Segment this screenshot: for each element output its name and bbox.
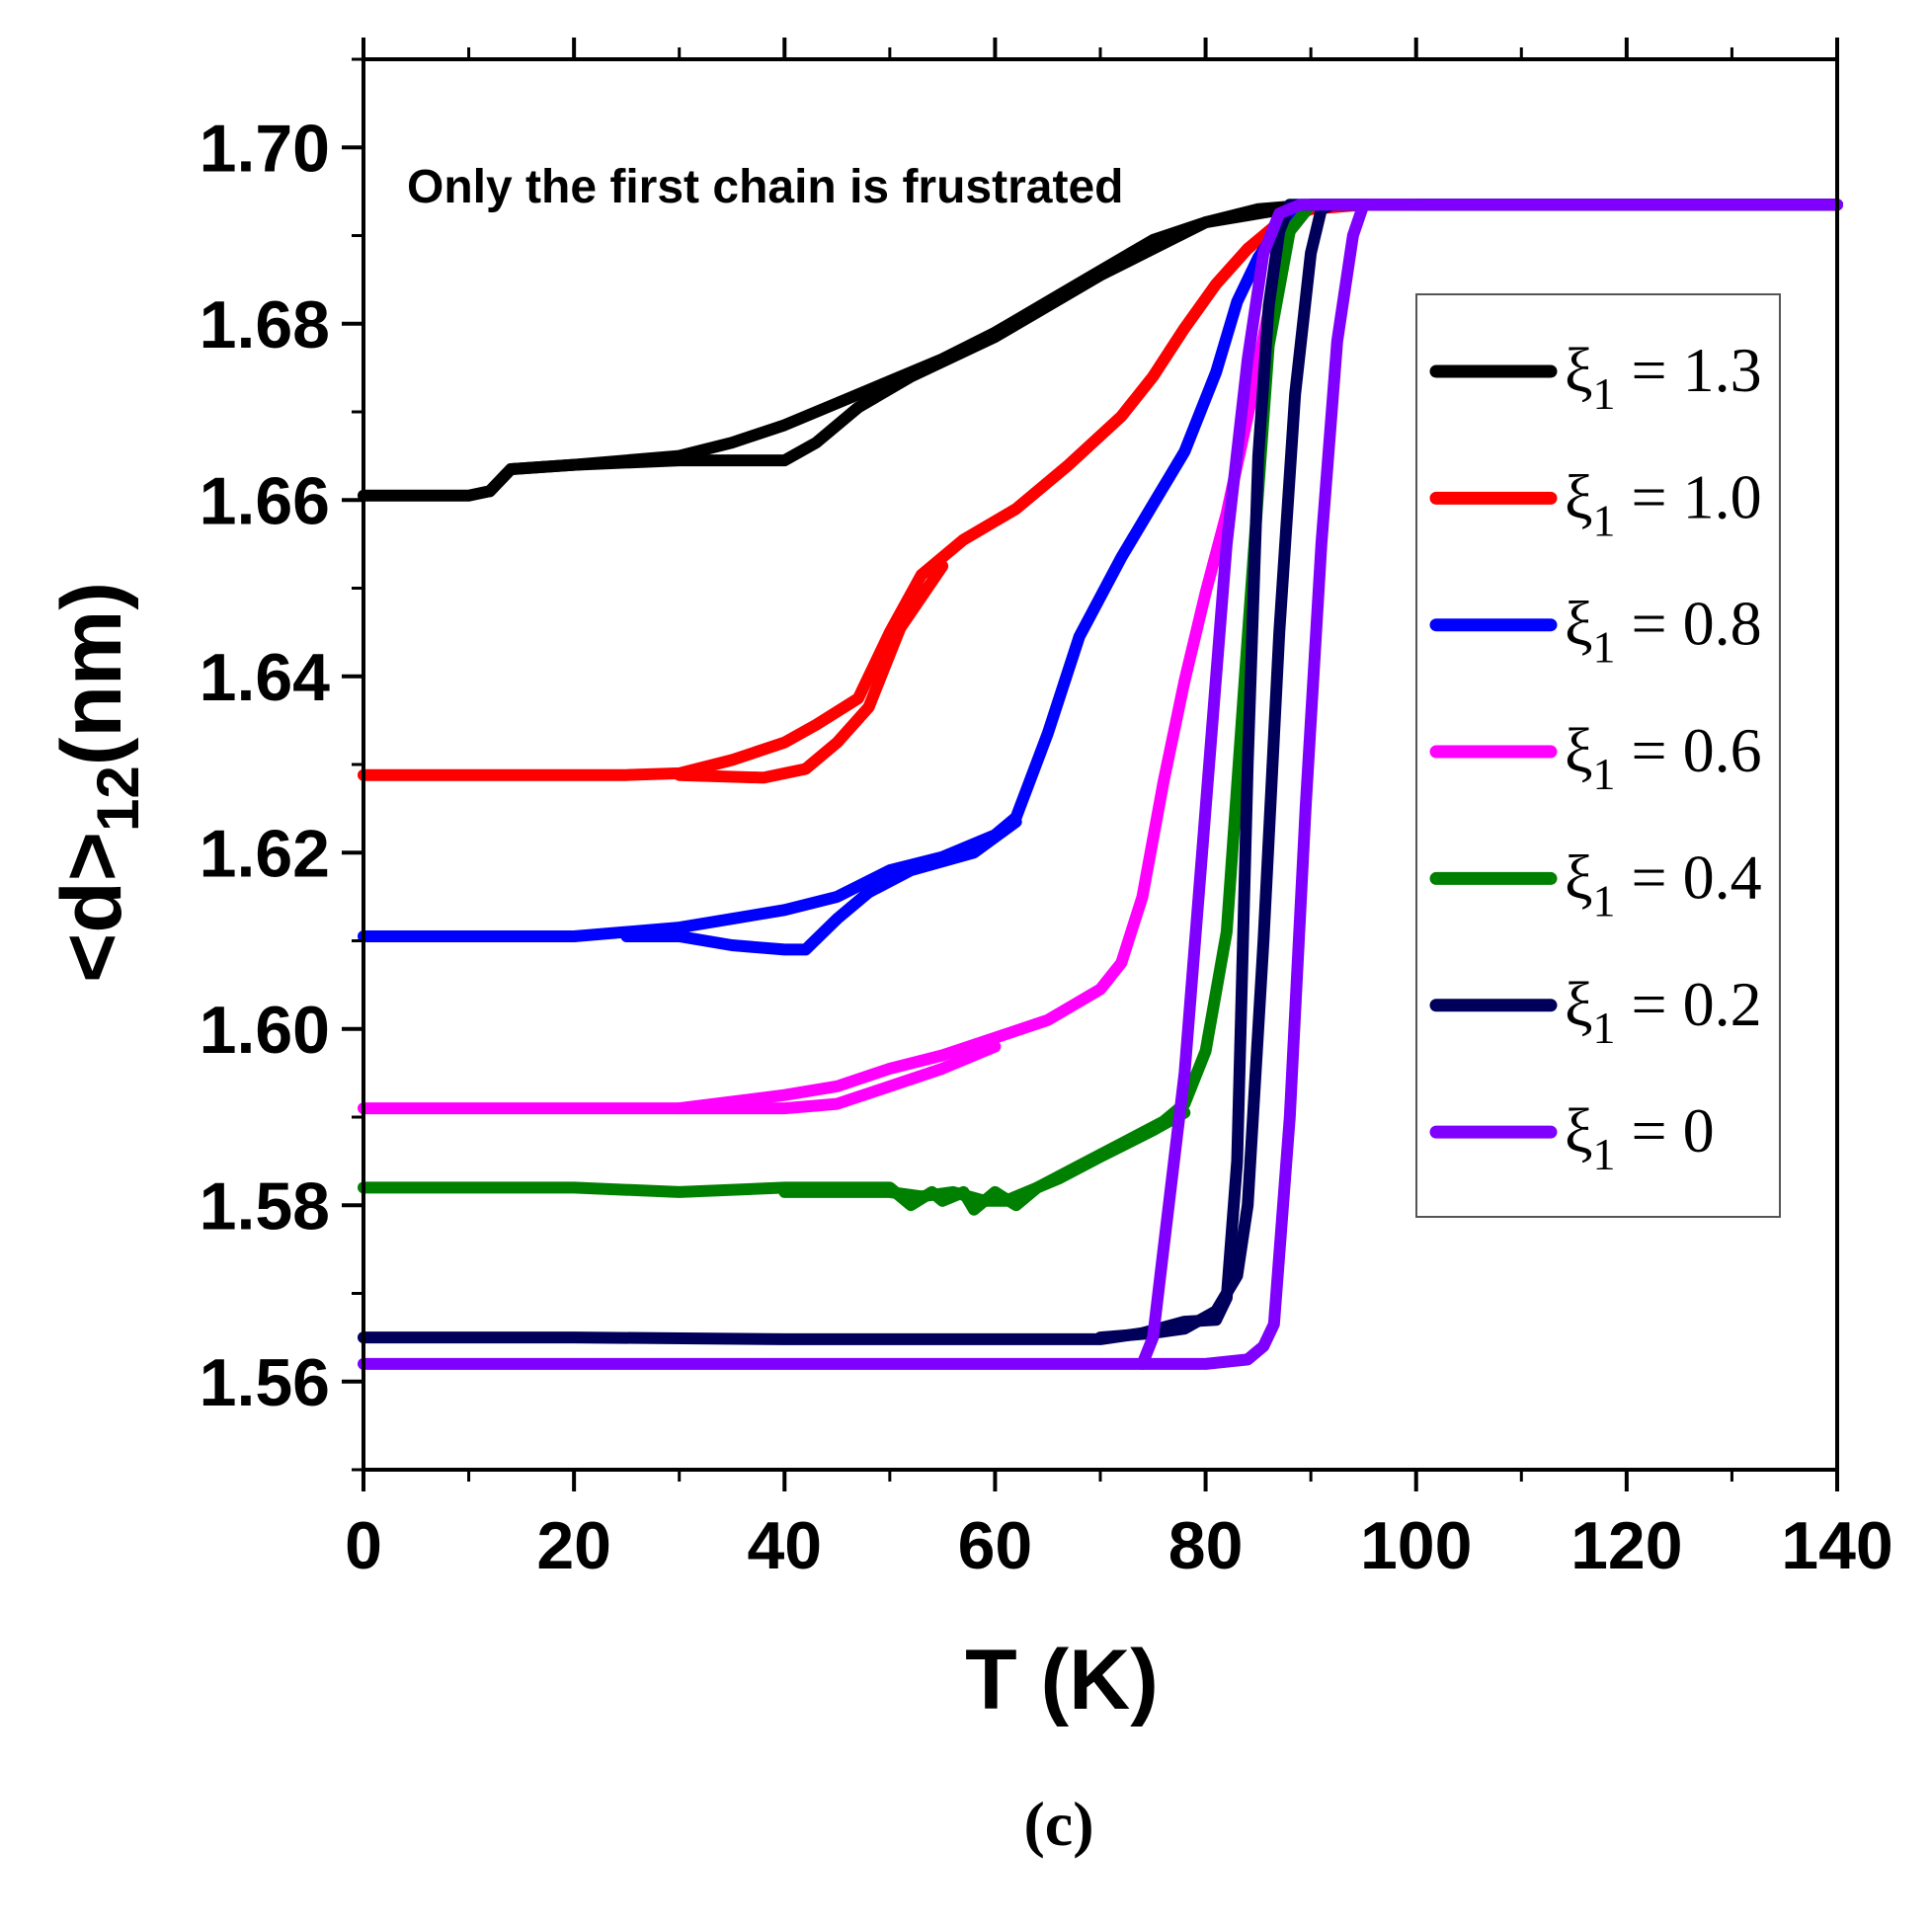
- legend-label-symbol: ξ: [1565, 335, 1593, 405]
- legend-label-value: = 0: [1616, 1095, 1715, 1165]
- series-5: [358, 199, 1843, 1345]
- x-axis-title: T (K): [965, 1633, 1159, 1728]
- legend-label: ξ1 = 1.0: [1565, 461, 1762, 545]
- series-line-3-branch-1: [673, 1040, 1002, 1115]
- y-tick-label: 1.70: [200, 111, 330, 186]
- legend-label: ξ1 = 0: [1565, 1095, 1715, 1179]
- legend-label-value: = 0.2: [1616, 969, 1762, 1039]
- legend: ξ1 = 1.3ξ1 = 1.0ξ1 = 0.8ξ1 = 0.6ξ1 = 0.4…: [1415, 293, 1781, 1218]
- y-tick-label: 1.66: [200, 463, 330, 538]
- chart-annotation: Only the first chain is frustrated: [407, 161, 1123, 213]
- y-tick-label: 1.68: [200, 287, 330, 362]
- series-line-6-branch-1: [1136, 199, 1422, 1370]
- y-axis-title-subscript: 12: [85, 765, 151, 832]
- legend-label-subscript: 1: [1593, 1129, 1616, 1179]
- x-tick-label: 40: [747, 1508, 822, 1583]
- y-tick-label: 1.58: [200, 1168, 330, 1244]
- legend-label: ξ1 = 0.6: [1565, 715, 1762, 799]
- y-tick-label: 1.60: [200, 993, 330, 1068]
- series-line-2-branch-0: [358, 199, 1843, 942]
- legend-label-symbol: ξ: [1565, 589, 1593, 659]
- y-axis-title: <d>12(nm): [44, 582, 151, 983]
- legend-label: ξ1 = 0.4: [1565, 842, 1762, 925]
- legend-label-symbol: ξ: [1565, 1095, 1593, 1165]
- legend-label-value: = 1.3: [1616, 335, 1762, 405]
- x-tick-label: 60: [958, 1508, 1033, 1583]
- y-axis-title-unit: (nm): [44, 582, 139, 765]
- y-tick-label: 1.64: [200, 640, 331, 715]
- series-line-0-branch-1: [483, 199, 1318, 498]
- legend-label-symbol: ξ: [1565, 969, 1593, 1039]
- legend-label-symbol: ξ: [1565, 842, 1593, 912]
- legend-label-subscript: 1: [1593, 875, 1616, 925]
- x-tick-label: 120: [1570, 1508, 1682, 1583]
- legend-label-value: = 0.6: [1616, 715, 1762, 785]
- legend-label: ξ1 = 0.2: [1565, 969, 1762, 1053]
- series-line-2-branch-1: [620, 816, 1022, 956]
- legend-label: ξ1 = 0.8: [1565, 589, 1762, 673]
- legend-label-subscript: 1: [1593, 368, 1616, 419]
- legend-label-value: = 0.8: [1616, 589, 1762, 659]
- axes-layer: 0 20 40 60 80 100 120 140 1.56 1.58 1.60 1.62 1.64 1.…: [200, 38, 1893, 1583]
- x-tick-label: 20: [536, 1508, 611, 1583]
- legend-label-symbol: ξ: [1565, 715, 1593, 785]
- series-layer: [358, 199, 1843, 1370]
- y-axis-title-main: <d>: [44, 832, 139, 983]
- series-line-1-branch-1: [673, 560, 949, 784]
- x-tick-label: 140: [1781, 1508, 1892, 1583]
- series-2: [358, 199, 1843, 956]
- y-tick-label: 1.62: [200, 816, 330, 891]
- y-tick-label: 1.56: [200, 1345, 330, 1420]
- series-line-5-branch-1: [1094, 199, 1338, 1344]
- series-6: [358, 199, 1843, 1370]
- x-tick-label: 100: [1360, 1508, 1472, 1583]
- figure-caption: (c): [1023, 1789, 1093, 1859]
- x-tick-label: 80: [1168, 1508, 1244, 1583]
- legend-label-value: = 1.0: [1616, 461, 1762, 531]
- legend-label: ξ1 = 1.3: [1565, 335, 1762, 419]
- legend-label-subscript: 1: [1593, 495, 1616, 545]
- legend-label-subscript: 1: [1593, 1003, 1616, 1053]
- legend-label-symbol: ξ: [1565, 461, 1593, 531]
- legend-label-value: = 0.4: [1616, 842, 1762, 912]
- x-tick-label: 0: [345, 1508, 382, 1583]
- series-0: [358, 199, 1843, 502]
- legend-label-subscript: 1: [1593, 749, 1616, 799]
- legend-label-subscript: 1: [1593, 622, 1616, 673]
- series-line-4-branch-1: [778, 1106, 1191, 1207]
